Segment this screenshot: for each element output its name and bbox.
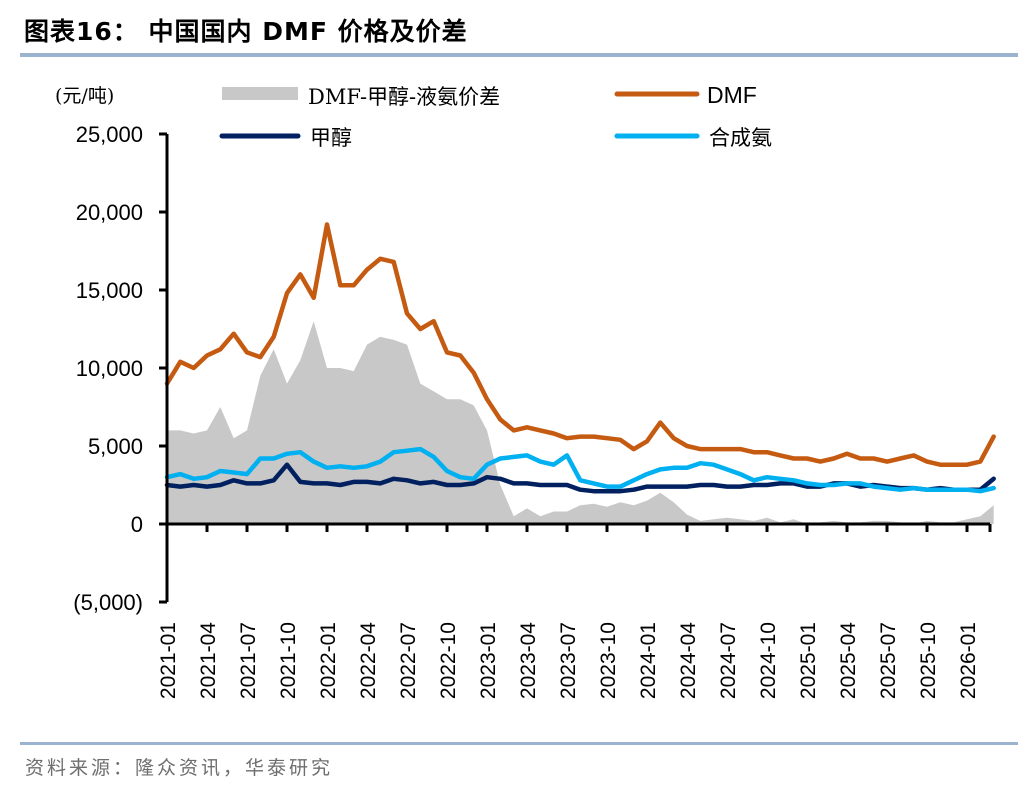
legend: DMF-甲醇-液氨价差 DMF 甲醇 合成氨 xyxy=(219,82,772,150)
x-tick-label: 2025-10 xyxy=(917,622,940,699)
x-tick-label: 2024-10 xyxy=(757,622,780,699)
y-tick-label: 20,000 xyxy=(76,200,143,225)
x-tick-label: 2024-01 xyxy=(637,622,660,699)
legend-label-dmf: DMF xyxy=(707,82,757,108)
axis-layer xyxy=(159,132,992,604)
y-tick-label: (5,000) xyxy=(73,590,143,615)
x-tick-label: 2024-04 xyxy=(677,622,700,699)
y-tick-label: 0 xyxy=(131,512,143,537)
x-tick-label: 2025-04 xyxy=(837,622,860,699)
title-divider xyxy=(20,53,1018,57)
chart-title: 图表16： 中国国内 DMF 价格及价差 xyxy=(24,17,468,46)
x-tick-label: 2022-01 xyxy=(317,622,340,699)
x-tick-label: 2025-01 xyxy=(797,622,820,699)
x-tick-label: 2021-10 xyxy=(277,622,300,699)
y-unit-label: (元/吨) xyxy=(55,85,114,107)
x-tick-label: 2023-01 xyxy=(477,622,500,699)
y-tick-label: 5,000 xyxy=(88,434,143,459)
x-tick-label: 2026-01 xyxy=(957,622,980,699)
source-note: 资料来源：隆众资讯，华泰研究 xyxy=(25,757,334,779)
x-tick-label: 2025-07 xyxy=(877,622,900,699)
legend-label-spread: DMF-甲醇-液氨价差 xyxy=(308,85,500,109)
x-tick-label: 2021-04 xyxy=(197,622,220,699)
x-tick-labels: 2021-01 2021-04 2021-07 2021-10 2022-01 2022-… xyxy=(157,622,980,699)
y-tick-labels: (5,000) 0 5,000 10,000 15,000 20,000 25,000 xyxy=(73,122,143,615)
line-dmf xyxy=(164,222,996,467)
x-tick-label: 2021-01 xyxy=(157,622,180,699)
legend-label-ammonia: 合成氨 xyxy=(709,126,772,150)
x-tick-label: 2022-04 xyxy=(357,622,380,699)
legend-label-methanol: 甲醇 xyxy=(310,126,352,150)
line-layer xyxy=(164,222,996,494)
x-tick-label: 2022-10 xyxy=(437,622,460,699)
y-tick-label: 25,000 xyxy=(76,122,143,147)
legend-swatch-spread xyxy=(222,87,298,100)
x-tick-label: 2023-07 xyxy=(557,622,580,699)
x-tick-label: 2022-07 xyxy=(397,622,420,699)
y-tick-label: 15,000 xyxy=(76,278,143,303)
source-divider xyxy=(20,742,1018,745)
x-tick-label: 2021-07 xyxy=(237,622,260,699)
area-layer xyxy=(167,321,994,524)
x-tick-label: 2024-07 xyxy=(717,622,740,699)
x-tick-label: 2023-04 xyxy=(517,622,540,699)
x-tick-label: 2023-10 xyxy=(597,622,620,699)
area-spread xyxy=(167,321,994,524)
line-ammonia xyxy=(164,446,996,494)
y-tick-label: 10,000 xyxy=(76,356,143,381)
